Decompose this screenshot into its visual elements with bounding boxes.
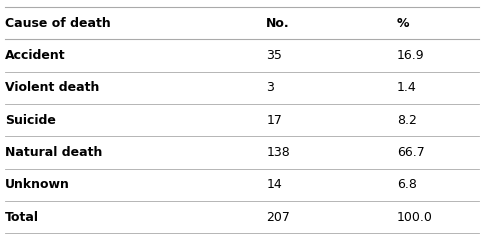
Text: 1.4: 1.4 xyxy=(397,81,417,94)
Text: 3: 3 xyxy=(266,81,274,94)
Text: Cause of death: Cause of death xyxy=(5,17,110,30)
Text: Suicide: Suicide xyxy=(5,114,56,127)
Text: 35: 35 xyxy=(266,49,282,62)
Text: Natural death: Natural death xyxy=(5,146,102,159)
Text: Total: Total xyxy=(5,211,39,223)
Text: No.: No. xyxy=(266,17,290,30)
Text: Violent death: Violent death xyxy=(5,81,99,94)
Text: 14: 14 xyxy=(266,178,282,191)
Text: Accident: Accident xyxy=(5,49,65,62)
Text: 207: 207 xyxy=(266,211,290,223)
Text: 100.0: 100.0 xyxy=(397,211,433,223)
Text: 138: 138 xyxy=(266,146,290,159)
Text: Unknown: Unknown xyxy=(5,178,70,191)
Text: %: % xyxy=(397,17,409,30)
Text: 6.8: 6.8 xyxy=(397,178,417,191)
Text: 16.9: 16.9 xyxy=(397,49,424,62)
Text: 8.2: 8.2 xyxy=(397,114,417,127)
Text: 66.7: 66.7 xyxy=(397,146,424,159)
Text: 17: 17 xyxy=(266,114,282,127)
